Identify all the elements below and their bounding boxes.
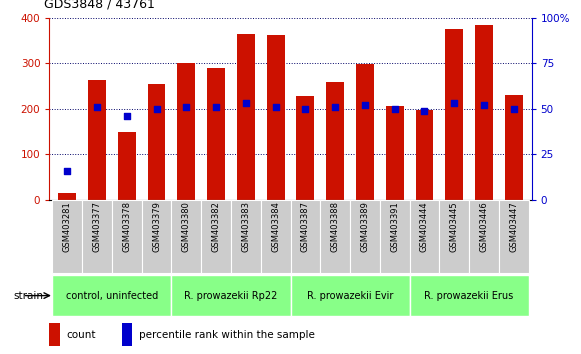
Text: GSM403384: GSM403384 xyxy=(271,201,280,252)
Text: GSM403389: GSM403389 xyxy=(360,201,370,252)
Bar xyxy=(58,193,76,200)
Point xyxy=(390,106,399,112)
Bar xyxy=(356,64,374,200)
Bar xyxy=(410,275,529,316)
Bar xyxy=(290,275,410,316)
Bar xyxy=(326,81,344,200)
Bar xyxy=(82,200,112,273)
Bar xyxy=(267,35,285,200)
Bar xyxy=(320,200,350,273)
Text: GSM403378: GSM403378 xyxy=(122,201,131,252)
Bar xyxy=(415,110,433,200)
Text: GSM403380: GSM403380 xyxy=(182,201,191,252)
Text: GSM403281: GSM403281 xyxy=(63,201,71,252)
Text: R. prowazekii Rp22: R. prowazekii Rp22 xyxy=(184,291,278,301)
Bar xyxy=(171,200,201,273)
Bar xyxy=(88,80,106,200)
Text: GSM403391: GSM403391 xyxy=(390,201,399,252)
Point xyxy=(211,104,221,110)
Point xyxy=(301,106,310,112)
Bar xyxy=(142,200,171,273)
Text: GSM403388: GSM403388 xyxy=(331,201,340,252)
Point xyxy=(509,106,518,112)
Bar xyxy=(52,200,82,273)
Text: GSM403377: GSM403377 xyxy=(92,201,102,252)
Bar xyxy=(445,29,463,200)
Bar xyxy=(207,68,225,200)
Bar xyxy=(112,200,142,273)
Text: strain: strain xyxy=(13,291,43,301)
Bar xyxy=(410,200,439,273)
Text: GSM403447: GSM403447 xyxy=(510,201,518,252)
Bar xyxy=(237,34,255,200)
Text: GSM403383: GSM403383 xyxy=(241,201,250,252)
Point xyxy=(331,104,340,110)
Text: percentile rank within the sample: percentile rank within the sample xyxy=(139,330,314,339)
Point xyxy=(450,101,459,106)
Text: GSM403445: GSM403445 xyxy=(450,201,459,252)
Bar xyxy=(350,200,380,273)
Text: GSM403382: GSM403382 xyxy=(211,201,221,252)
Bar xyxy=(201,200,231,273)
Bar xyxy=(475,24,493,200)
Point xyxy=(420,108,429,114)
Bar xyxy=(231,200,261,273)
Text: control, uninfected: control, uninfected xyxy=(66,291,158,301)
Text: R. prowazekii Erus: R. prowazekii Erus xyxy=(425,291,514,301)
Bar xyxy=(499,200,529,273)
Bar xyxy=(380,200,410,273)
Bar xyxy=(171,275,290,316)
Point xyxy=(271,104,280,110)
Point xyxy=(479,102,489,108)
Point xyxy=(63,168,72,174)
Bar xyxy=(261,200,290,273)
Bar xyxy=(122,324,132,346)
Bar xyxy=(118,132,136,200)
Text: GSM403387: GSM403387 xyxy=(301,201,310,252)
Point xyxy=(122,113,131,119)
Bar xyxy=(177,63,195,200)
Bar xyxy=(296,96,314,200)
Point xyxy=(92,104,102,110)
Text: GSM403446: GSM403446 xyxy=(479,201,489,252)
Point xyxy=(241,101,250,106)
Text: count: count xyxy=(66,330,96,339)
Text: GSM403379: GSM403379 xyxy=(152,201,161,252)
Bar xyxy=(148,84,166,200)
Bar xyxy=(439,200,469,273)
Point xyxy=(182,104,191,110)
Bar xyxy=(505,95,523,200)
Bar xyxy=(290,200,320,273)
Text: GSM403444: GSM403444 xyxy=(420,201,429,252)
Point xyxy=(152,106,161,112)
Text: GDS3848 / 43761: GDS3848 / 43761 xyxy=(44,0,155,11)
Bar xyxy=(52,275,171,316)
Point xyxy=(360,102,370,108)
Bar xyxy=(49,324,60,346)
Bar xyxy=(469,200,499,273)
Bar xyxy=(386,105,404,200)
Text: R. prowazekii Evir: R. prowazekii Evir xyxy=(307,291,393,301)
